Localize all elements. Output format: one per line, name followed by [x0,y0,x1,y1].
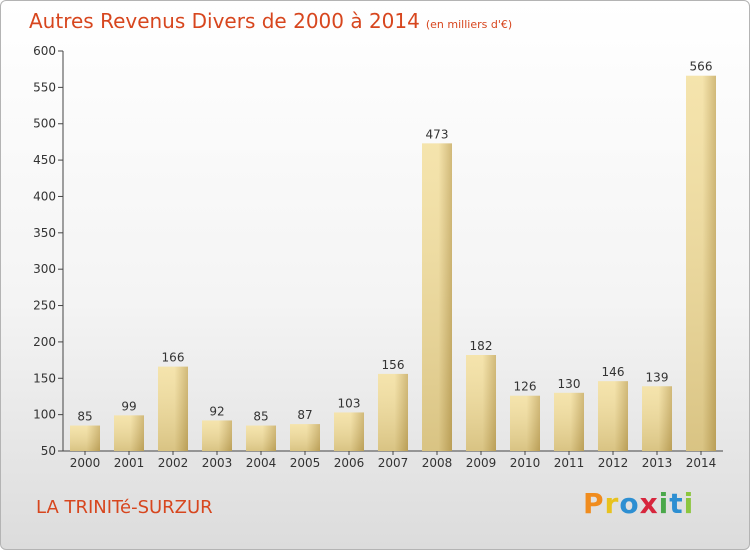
bar-shade [114,415,144,451]
bar-value-label: 99 [121,399,136,413]
x-tick-label: 2001 [114,456,145,470]
logo-letter: r [604,487,620,520]
bar-shade [70,425,100,451]
y-tick-label: 250 [33,299,56,313]
x-tick-label: 2012 [598,456,629,470]
x-tick-label: 2000 [70,456,101,470]
x-tick-label: 2005 [290,456,321,470]
logo-letter: o [619,487,640,520]
chart-title: Autres Revenus Divers de 2000 à 2014 (en … [29,9,512,33]
bar-value-label: 130 [558,377,581,391]
bar-value-label: 103 [338,396,361,410]
bar-shade [422,143,452,451]
bar-shade [334,412,364,451]
y-tick-label: 600 [33,44,56,58]
bar-value-label: 166 [162,351,185,365]
x-tick-label: 2008 [422,456,453,470]
commune-name: LA TRINITé-SURZUR [36,497,213,518]
y-tick-label: 300 [33,262,56,276]
logo-letter: x [639,487,659,520]
logo-letter: t [669,487,684,520]
y-tick-label: 50 [41,444,56,458]
x-tick-label: 2010 [510,456,541,470]
bar-shade [510,395,540,451]
bar-shade [466,355,496,451]
bar-value-label: 126 [514,380,537,394]
x-tick-label: 2013 [642,456,673,470]
proxiti-logo: Proxiti [583,487,694,520]
bar-shade [202,420,232,451]
bar-shade [554,392,584,451]
chart-title-text: Autres Revenus Divers de 2000 à 2014 [29,9,420,33]
logo-letter: P [583,487,605,520]
bar-shade [290,424,320,451]
bar-value-label: 566 [690,60,713,74]
y-tick-label: 100 [33,408,56,422]
bar-value-label: 182 [470,339,493,353]
x-tick-label: 2011 [554,456,585,470]
x-tick-label: 2002 [158,456,189,470]
bar-value-label: 146 [602,365,625,379]
x-tick-label: 2007 [378,456,409,470]
logo-letter: i [683,487,695,520]
x-tick-label: 2009 [466,456,497,470]
y-tick-label: 500 [33,117,56,131]
bar-value-label: 156 [382,358,405,372]
y-tick-label: 350 [33,226,56,240]
y-tick-label: 150 [33,371,56,385]
bar-shade [686,75,716,452]
logo-letter: i [658,487,670,520]
bar-shade [378,373,408,451]
bar-value-label: 87 [297,408,312,422]
y-tick-label: 450 [33,153,56,167]
bar-value-label: 139 [646,370,669,384]
x-tick-label: 2004 [246,456,277,470]
bar-value-label: 85 [77,410,92,424]
bar-shade [246,425,276,451]
bar-shade [598,381,628,451]
bar-value-label: 92 [209,404,224,418]
x-tick-label: 2006 [334,456,365,470]
bar-shade [642,386,672,451]
x-tick-label: 2014 [686,456,717,470]
bar-shade [158,366,188,451]
x-tick-label: 2003 [202,456,233,470]
bar-value-label: 473 [426,127,449,141]
y-tick-label: 400 [33,189,56,203]
y-tick-label: 550 [33,80,56,94]
chart-unit: (en milliers d'€) [425,18,513,31]
y-tick-label: 200 [33,335,56,349]
bar-value-label: 85 [253,410,268,424]
